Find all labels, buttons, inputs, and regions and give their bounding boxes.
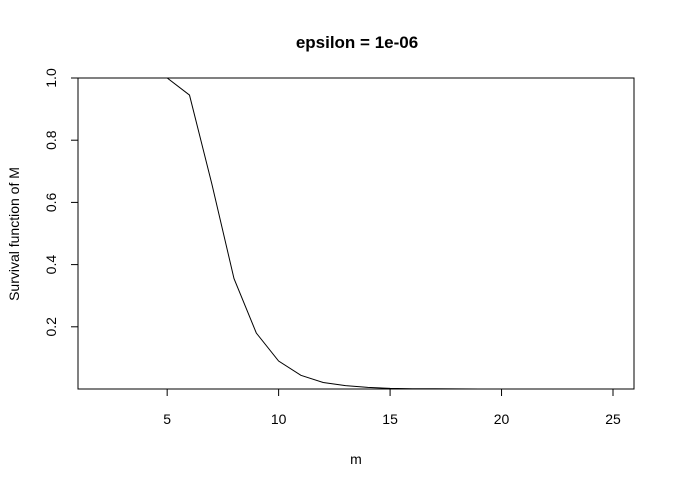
x-tick-label: 20 bbox=[494, 411, 510, 427]
series-line bbox=[78, 77, 613, 390]
chart-title: epsilon = 1e-06 bbox=[296, 33, 418, 52]
plot-frame bbox=[77, 77, 635, 390]
y-tick-label: 1.0 bbox=[43, 68, 59, 88]
y-tick-label: 0.4 bbox=[43, 255, 59, 275]
series-layer bbox=[78, 77, 613, 390]
y-tick-label: 0.6 bbox=[43, 192, 59, 212]
x-tick-label: 5 bbox=[163, 411, 171, 427]
y-axis-label: Survival function of M bbox=[6, 167, 22, 301]
x-tick-label: 25 bbox=[605, 411, 621, 427]
x-axis-label: m bbox=[350, 451, 362, 467]
y-axis: 0.2 0.4 0.6 0.8 1.0 bbox=[43, 68, 78, 337]
x-tick-label: 10 bbox=[271, 411, 287, 427]
x-axis: 5 10 15 20 25 bbox=[163, 389, 621, 427]
y-tick-label: 0.2 bbox=[43, 317, 59, 337]
y-tick-label: 0.8 bbox=[43, 130, 59, 150]
x-tick-label: 15 bbox=[382, 411, 398, 427]
